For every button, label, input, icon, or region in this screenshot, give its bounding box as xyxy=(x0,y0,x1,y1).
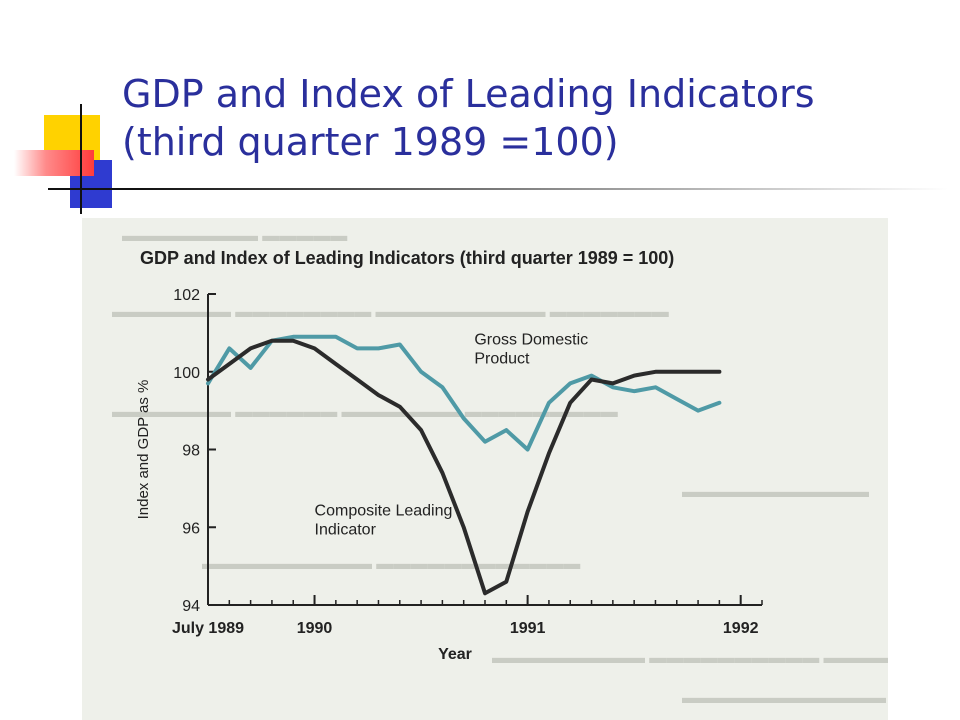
y-tick-label: 100 xyxy=(173,365,200,382)
x-tick-label: 1991 xyxy=(510,620,546,637)
y-tick-label: 96 xyxy=(182,520,200,537)
scanned-chart-figure: ▬▬▬▬▬▬▬▬ ▬▬▬▬▬ ▬▬▬▬▬▬▬ ▬▬▬▬▬▬▬▬ ▬▬▬▬▬▬▬▬… xyxy=(82,218,888,720)
x-tick-label: 1992 xyxy=(723,620,759,637)
x-tick-label: 1990 xyxy=(297,620,333,637)
gdp-series-line xyxy=(206,334,722,452)
chart-title: GDP and Index of Leading Indicators (thi… xyxy=(140,248,675,268)
bleed-through-texture: ▬▬▬▬▬▬▬▬▬ ▬▬▬▬▬▬▬▬▬▬ ▬▬▬▬▬▬▬▬▬ xyxy=(492,648,888,667)
bleed-through-texture: ▬▬▬▬▬▬▬▬▬▬▬▬ xyxy=(682,688,886,707)
y-axis-label: Index and GDP as % xyxy=(135,380,152,520)
bleed-through-texture: ▬▬▬▬▬▬▬ ▬▬▬▬▬▬▬▬ ▬▬▬▬▬▬▬▬▬▬ ▬▬▬▬▬▬▬ xyxy=(112,302,669,321)
x-tick-label: July 1989 xyxy=(172,620,244,637)
y-tick-label: 98 xyxy=(182,443,200,460)
leading-indicator-series-line xyxy=(206,338,722,596)
bleed-through-texture: ▬▬▬▬▬▬▬▬▬▬▬ xyxy=(682,482,869,501)
slide-title: GDP and Index of Leading Indicators (thi… xyxy=(122,70,942,166)
gdp-series-label: Gross Domestic xyxy=(474,332,588,349)
y-tick-label: 102 xyxy=(173,287,200,304)
deco-vertical-line xyxy=(80,104,82,214)
deco-horizontal-line xyxy=(48,188,948,190)
deco-red-bar xyxy=(14,150,94,176)
gdp-series-label: Product xyxy=(474,351,530,368)
slide-title-line-2: (third quarter 1989 =100) xyxy=(122,120,619,164)
y-tick-label: 94 xyxy=(182,598,200,615)
slide-title-line-1: GDP and Index of Leading Indicators xyxy=(122,72,815,116)
line-chart: 94 96 98 100 102 July 1989 1990 1991 1992 Year Ind… xyxy=(135,287,763,663)
leading-indicator-series-label: Indicator xyxy=(315,522,377,539)
bleed-through-texture: ▬▬▬▬▬▬▬▬▬▬ ▬▬▬▬▬▬▬▬▬▬▬▬ xyxy=(202,554,581,573)
leading-indicator-series-label: Composite Leading xyxy=(315,503,453,520)
x-axis-label: Year xyxy=(438,646,472,663)
bleed-through-texture: ▬▬▬▬▬▬▬▬ ▬▬▬▬▬ xyxy=(122,226,348,245)
bleed-through-texture: ▬▬▬▬▬▬▬ ▬▬▬▬▬▬ ▬▬▬▬▬▬▬ ▬▬▬▬▬▬▬▬▬ xyxy=(112,402,618,421)
